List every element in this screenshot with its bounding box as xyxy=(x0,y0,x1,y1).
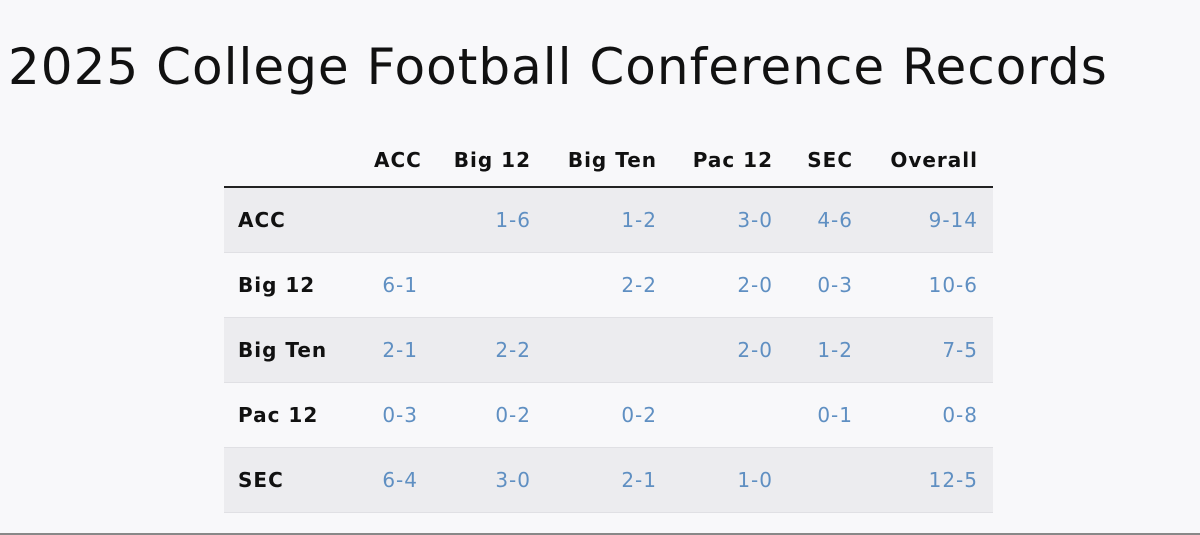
bottom-border xyxy=(0,533,1200,535)
record-cell: 3-0 xyxy=(672,187,788,253)
record-cell: 2-2 xyxy=(546,252,672,318)
record-cell: 9-14 xyxy=(868,187,993,253)
page-title: 2025 College Football Conference Records xyxy=(8,38,1108,96)
column-header: SEC xyxy=(788,133,868,188)
header-row: ACC Big 12 Big Ten Pac 12 SEC Overall xyxy=(224,133,993,188)
record-cell: 4-6 xyxy=(788,187,868,253)
column-header: Pac 12 xyxy=(672,133,788,188)
record-cell: 6-4 xyxy=(360,447,433,513)
row-label: Big 12 xyxy=(224,252,360,318)
table-row: SEC 6-4 3-0 2-1 1-0 12-5 xyxy=(224,447,993,513)
table-body: ACC 1-6 1-2 3-0 4-6 9-14 Big 12 6-1 2-2 2-0 0-3 10-… xyxy=(224,187,993,513)
table-row: ACC 1-6 1-2 3-0 4-6 9-14 xyxy=(224,187,993,253)
record-cell: 1-2 xyxy=(546,187,672,253)
record-cell xyxy=(546,317,672,383)
record-cell xyxy=(360,187,433,253)
record-cell: 0-3 xyxy=(788,252,868,318)
record-cell: 0-1 xyxy=(788,382,868,448)
record-cell: 1-0 xyxy=(672,447,788,513)
record-cell: 0-8 xyxy=(868,382,993,448)
table-row: Big Ten 2-1 2-2 2-0 1-2 7-5 xyxy=(224,317,993,383)
record-cell: 6-1 xyxy=(360,252,433,318)
table-row: Pac 12 0-3 0-2 0-2 0-1 0-8 xyxy=(224,382,993,448)
record-cell: 2-0 xyxy=(672,317,788,383)
row-label: Pac 12 xyxy=(224,382,360,448)
record-cell: 0-3 xyxy=(360,382,433,448)
record-cell xyxy=(788,447,868,513)
record-cell: 10-6 xyxy=(868,252,993,318)
row-label: SEC xyxy=(224,447,360,513)
column-header: ACC xyxy=(360,133,433,188)
record-cell: 0-2 xyxy=(546,382,672,448)
record-cell: 2-2 xyxy=(433,317,546,383)
column-header: Overall xyxy=(868,133,993,188)
record-cell: 2-1 xyxy=(360,317,433,383)
record-cell: 2-1 xyxy=(546,447,672,513)
column-header: Big Ten xyxy=(546,133,672,188)
table-row: Big 12 6-1 2-2 2-0 0-3 10-6 xyxy=(224,252,993,318)
column-header: Big 12 xyxy=(433,133,546,188)
record-cell: 1-6 xyxy=(433,187,546,253)
record-cell: 12-5 xyxy=(868,447,993,513)
corner-cell xyxy=(224,133,360,188)
record-cell xyxy=(433,252,546,318)
record-cell: 7-5 xyxy=(868,317,993,383)
records-table: ACC Big 12 Big Ten Pac 12 SEC Overall ACC 1-6 1… xyxy=(224,133,993,513)
record-cell: 3-0 xyxy=(433,447,546,513)
record-cell xyxy=(672,382,788,448)
record-cell: 0-2 xyxy=(433,382,546,448)
row-label: ACC xyxy=(224,187,360,253)
record-cell: 2-0 xyxy=(672,252,788,318)
record-cell: 1-2 xyxy=(788,317,868,383)
row-label: Big Ten xyxy=(224,317,360,383)
